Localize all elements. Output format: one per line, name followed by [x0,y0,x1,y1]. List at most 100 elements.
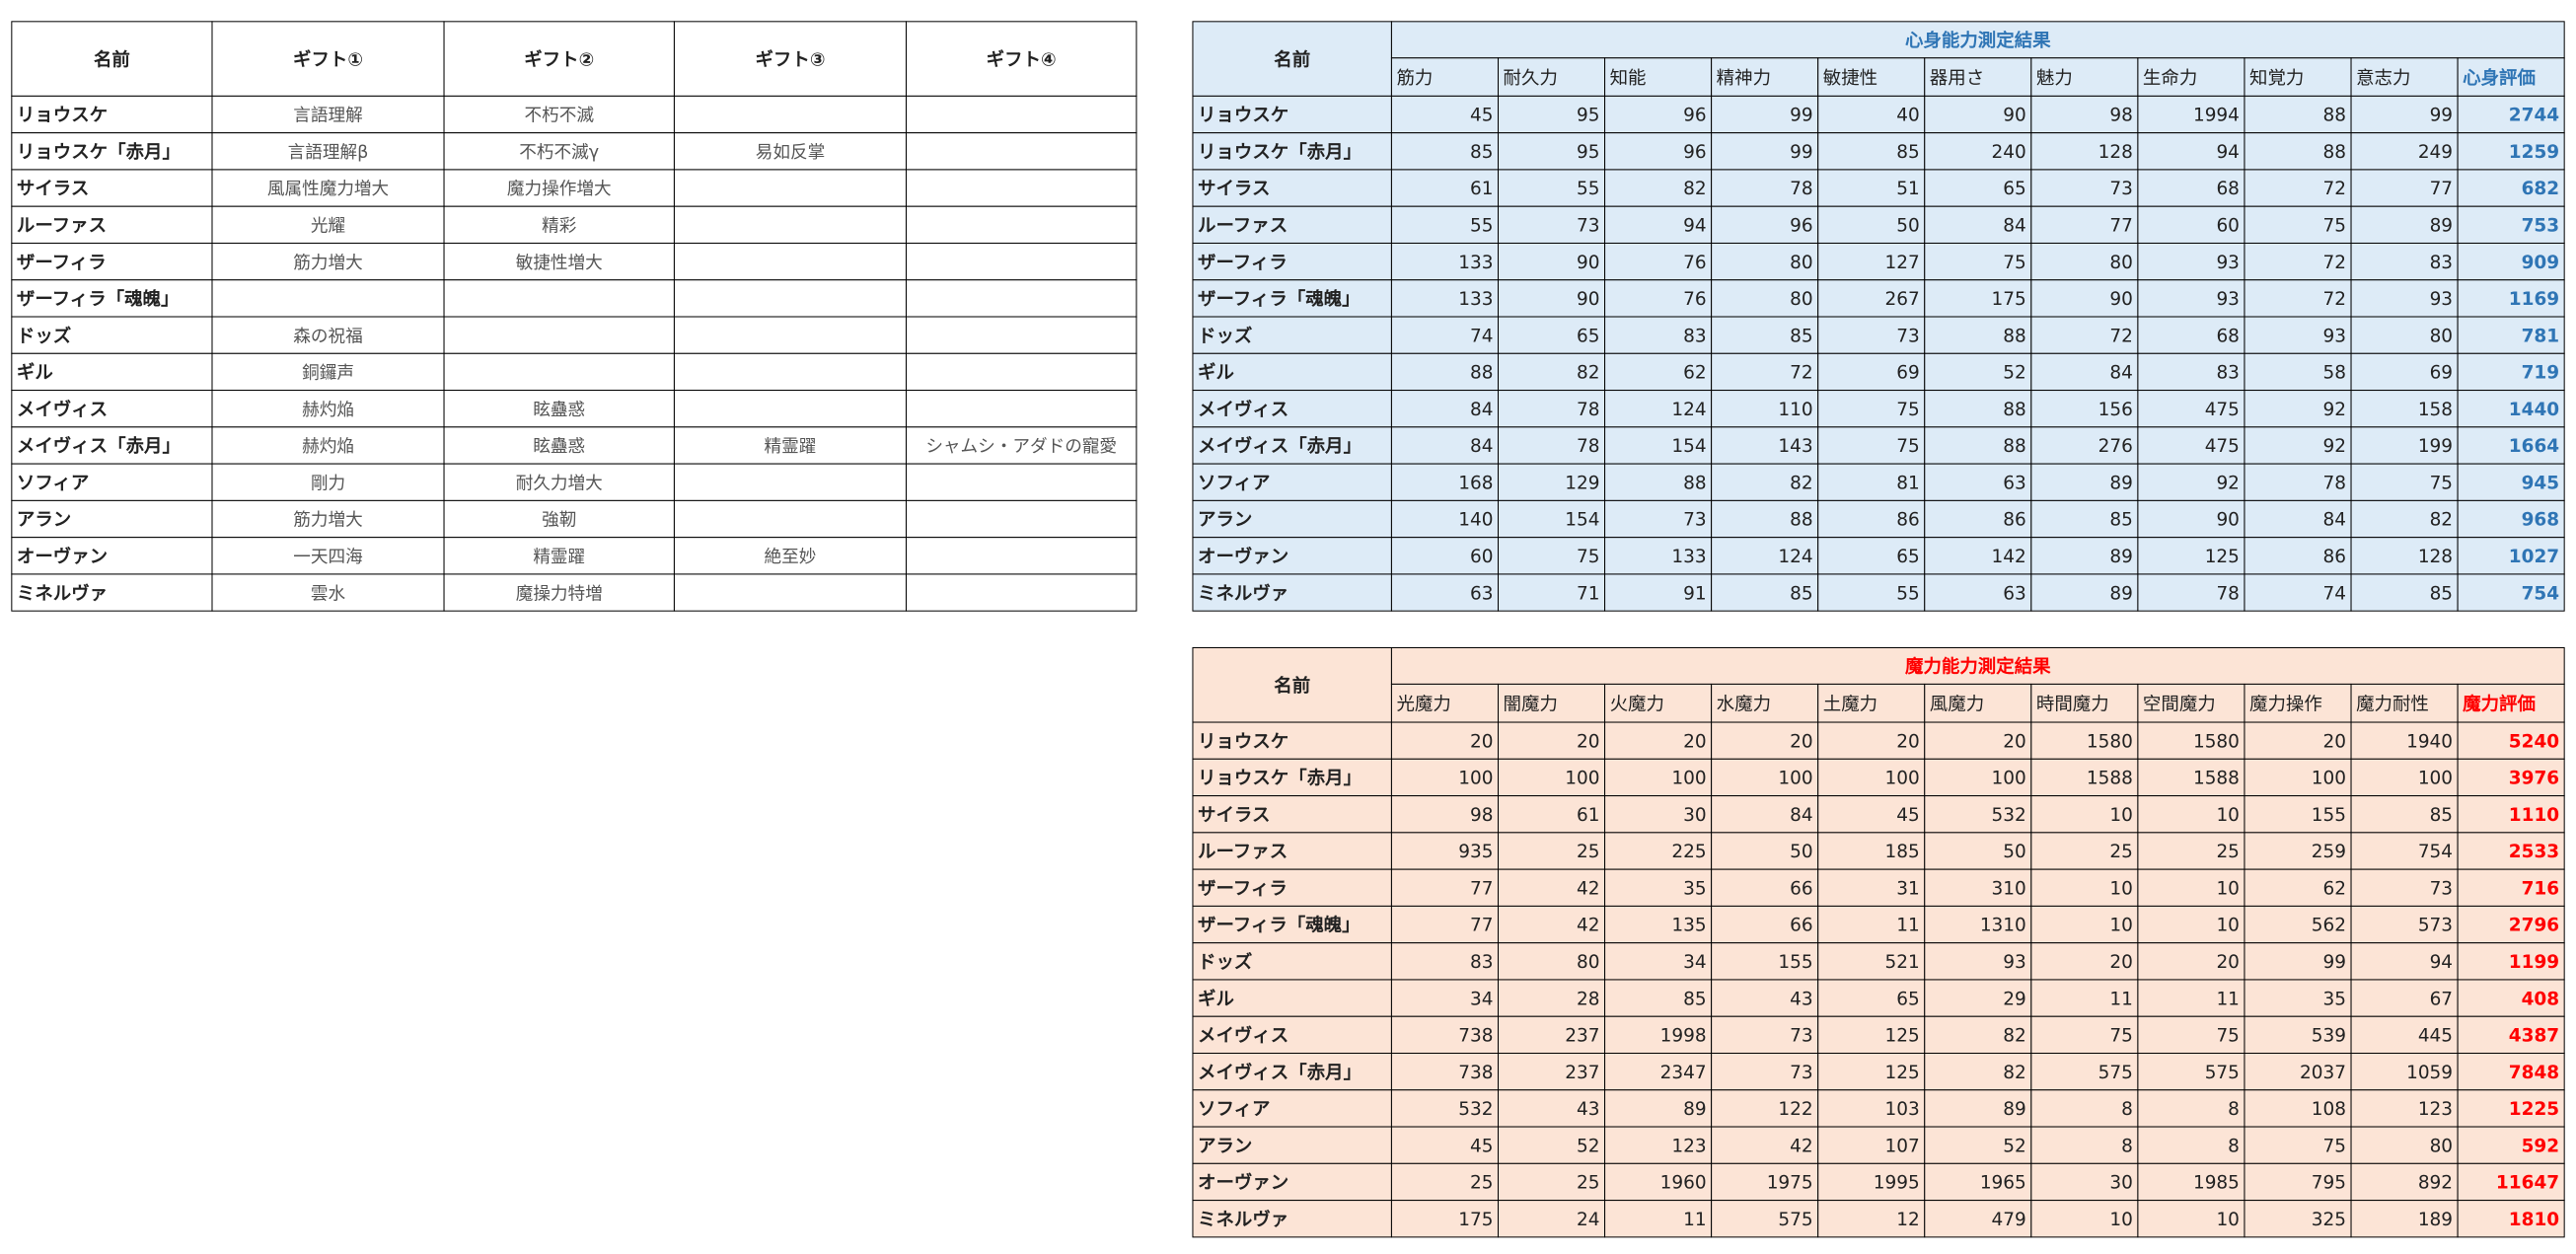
cell [1924,1126,2032,1164]
cell-text: 93 [2216,289,2239,310]
cell [1817,1200,1926,1238]
cell-text: 123 [2418,1099,2453,1120]
cell [1924,499,2032,539]
cell-text: 20 [2109,952,2132,973]
cell-text: ギル [17,362,53,384]
cell-text: 67 [2430,989,2453,1009]
cell-text: 81 [1896,473,1919,493]
cell-text: 82 [1790,473,1812,493]
cell [1924,390,2032,428]
cell [1497,57,1606,97]
cell-text: 225 [1671,842,1706,862]
cell-text: 103 [1884,1099,1919,1120]
cell-text: 不朽不滅γ [519,143,599,163]
cell-text: ミネルヴァ [17,582,108,604]
cell-text: 63 [2003,583,2025,604]
cell-text: 2037 [2300,1063,2346,1083]
cell [443,279,675,318]
cell [1390,279,1500,318]
cell-text: 25 [2109,842,2132,862]
cell-text: 84 [2003,216,2025,237]
cell-text: 72 [1790,363,1812,384]
cell [1497,942,1606,981]
cell [11,242,213,281]
cell [2030,1015,2139,1055]
cell [1711,426,1819,465]
cell [1604,573,1713,612]
cell [1390,979,1500,1017]
cell [2030,1200,2139,1238]
cell [2350,868,2459,907]
cell [2350,426,2459,465]
cell-text: リョウスケ [1198,731,1288,752]
cell-text: 92 [2216,473,2239,493]
cell [1390,499,1500,539]
cell [1817,721,1926,760]
cell [1924,463,2032,501]
cell [1924,352,2032,392]
cell-text: 99 [2430,106,2453,126]
cell-text: 魔操力特増 [516,584,603,604]
cell-text: 719 [2522,363,2560,384]
cell [2030,352,2139,392]
cell-text: ザーフィラ「魂魄」 [1198,288,1361,310]
cell-text: 25 [2216,842,2239,862]
cell [2137,537,2245,575]
cell [2457,242,2565,281]
cell-text: ギフト③ [755,48,825,70]
cell-text: 66 [1790,916,1812,936]
cell [2137,426,2245,465]
cell [2457,352,2565,392]
cell [443,316,675,354]
cell [673,169,907,207]
cell [1192,979,1392,1017]
cell-text: 85 [2109,510,2132,531]
cell-text: 10 [2109,878,2132,899]
cell-text: 168 [1458,473,1493,493]
cell-text: 90 [1577,289,1599,310]
cell [2030,1126,2139,1164]
cell-text: 易如反掌 [756,143,825,163]
cell [1390,646,2565,685]
cell-text: 84 [2109,363,2132,384]
cell-text: 55 [1896,583,1919,604]
cell-text: 185 [1884,842,1919,862]
cell [2137,979,2245,1017]
cell [1497,979,1606,1017]
cell-text: 75 [2323,216,2346,237]
cell-text: 754 [2418,842,2453,862]
cell [1711,1053,1819,1091]
cell-text: 1259 [2509,142,2559,163]
cell [2244,1162,2352,1202]
cell [1604,1053,1713,1091]
cell-text: 35 [2323,989,2346,1009]
cell-text: 84 [2323,510,2346,531]
cell-text: 筋力増大 [293,254,362,273]
cell [2350,721,2459,760]
cell [2457,132,2565,171]
cell-text: 592 [2522,1136,2560,1156]
cell-text: 10 [2216,916,2239,936]
cell [2030,1053,2139,1091]
cell-text: 闇魔力 [1504,694,1558,714]
cell [2030,95,2139,134]
cell-text: 72 [2323,253,2346,273]
cell-text: 90 [1577,253,1599,273]
cell [1604,95,1713,134]
cell [905,169,1138,207]
cell-text: 知覚力 [2249,68,2304,89]
cell-text: 1580 [2193,731,2240,752]
cell-text: ソフィア [1198,473,1270,493]
cell-text: リョウスケ「赤月」 [1198,768,1362,789]
cell-text: 122 [1778,1099,1812,1120]
cell-text: 名前 [94,48,130,70]
cell-text: 88 [1790,510,1812,531]
cell [1817,279,1926,318]
cell-text: 85 [1896,142,1919,163]
cell [2137,868,2245,907]
cell-text: 92 [2323,436,2346,457]
cell-text: 1664 [2509,436,2559,457]
cell-text: 133 [1458,253,1493,273]
cell-text: 名前 [1274,675,1310,697]
cell-text: 精神力 [1717,68,1771,89]
